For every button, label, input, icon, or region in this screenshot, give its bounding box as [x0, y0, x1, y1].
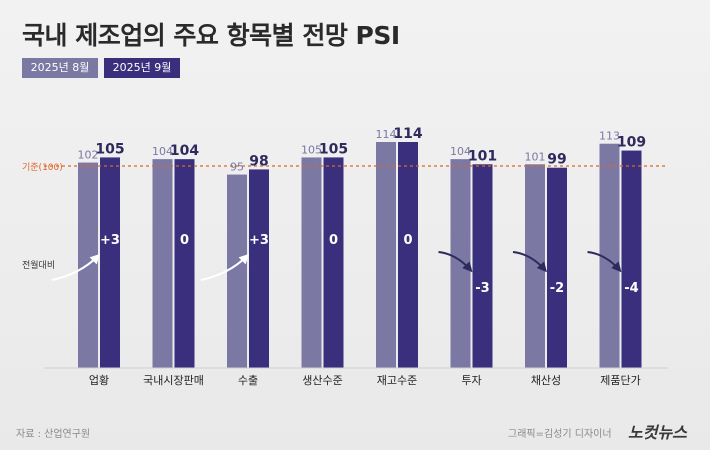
value-label-aug: 104 [152, 145, 173, 158]
value-label-aug: 113 [599, 130, 620, 143]
bar-sep [100, 157, 120, 368]
bar-aug [376, 142, 396, 368]
reference-label: 기준(100) [22, 162, 63, 173]
bar-sep [547, 167, 567, 368]
value-label-aug: 114 [376, 128, 397, 141]
category-label: 제품단가 [600, 374, 640, 387]
graphic-credit: 그래픽=김성기 디자이너 [508, 429, 612, 440]
category-label: 투자 [461, 374, 481, 387]
value-label-aug: 101 [525, 150, 546, 163]
change-arrow-up [200, 253, 250, 281]
category-label: 수출 [238, 374, 258, 387]
bar-sep [472, 164, 493, 368]
value-label-aug: 95 [230, 161, 244, 174]
category-label: 채산성 [531, 374, 561, 387]
bar-aug [450, 159, 471, 368]
change-arrow-up [51, 253, 101, 281]
change-arrow-down [512, 251, 547, 273]
change-label: 0 [180, 233, 189, 248]
value-label-sep: 101 [468, 148, 497, 164]
change-label: +3 [249, 233, 269, 248]
page-title: 국내 제조업의 주요 항목별 전망 PSI [22, 21, 400, 50]
bar-sep [174, 159, 195, 368]
value-label-sep: 109 [617, 135, 646, 151]
change-label: +3 [100, 233, 120, 248]
value-label-aug: 105 [301, 143, 322, 156]
value-label-sep: 98 [249, 153, 268, 169]
bar-aug [227, 174, 247, 368]
category-label: 생산수준 [302, 374, 342, 387]
category-label: 국내시장판매 [143, 374, 204, 387]
change-label: -3 [475, 281, 489, 296]
category-label: 재고수준 [377, 374, 417, 387]
value-label-sep: 105 [95, 141, 124, 157]
bar-aug [301, 157, 322, 368]
value-label-sep: 104 [170, 143, 199, 159]
bar-sep [398, 142, 418, 368]
value-label-sep: 114 [393, 126, 422, 142]
change-label: -4 [624, 281, 638, 296]
change-label: -2 [550, 281, 564, 296]
category-label: 업황 [89, 374, 109, 387]
bar-sep [323, 157, 344, 368]
bar-sep [621, 150, 642, 368]
brand-logo: 노컷뉴스 [628, 423, 687, 442]
change-label: 0 [403, 233, 412, 248]
bar-aug [152, 159, 173, 368]
bar-aug [525, 164, 545, 368]
change-arrow-down [587, 251, 622, 273]
bar-aug [599, 143, 620, 368]
change-label: 0 [329, 233, 338, 248]
change-caption: 전월대비 [22, 259, 55, 271]
bar-sep [249, 169, 269, 368]
value-label-aug: 102 [78, 149, 99, 162]
legend-item-aug: 2025년 8월 [22, 58, 98, 78]
value-label-aug: 104 [450, 145, 471, 158]
value-label-sep: 99 [547, 152, 566, 168]
change-arrow-down [438, 251, 473, 273]
value-label-sep: 105 [319, 141, 348, 157]
source-note: 자료 : 산업연구원 [16, 429, 91, 440]
legend-item-sep: 2025년 9월 [104, 58, 180, 78]
